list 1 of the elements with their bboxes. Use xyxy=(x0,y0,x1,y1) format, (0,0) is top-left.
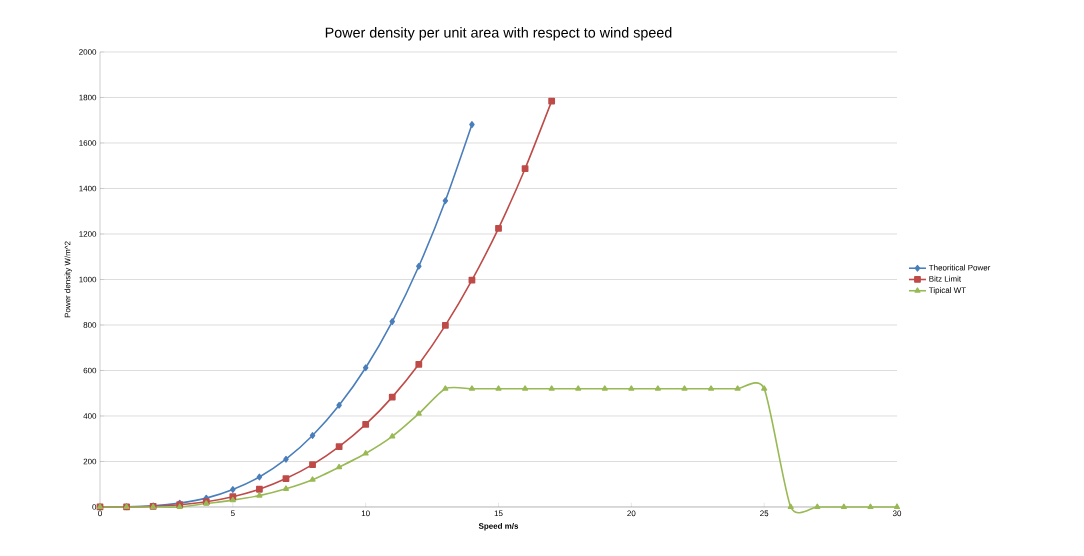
chart-title: Power density per unit area with respect to wind speed xyxy=(325,27,672,41)
